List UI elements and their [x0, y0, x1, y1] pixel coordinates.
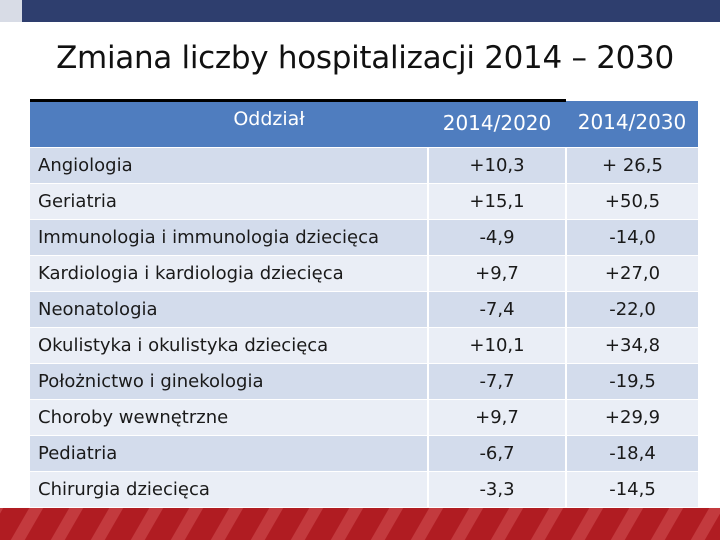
department-cell: Chirurgia dziecięca	[30, 471, 428, 507]
department-cell: Pediatria	[30, 435, 428, 472]
department-cell: Położnictwo i ginekologia	[30, 363, 428, 400]
table-row: Pediatria -6,7 -18,4	[30, 435, 698, 472]
value-2014-2030-cell: -14,0	[565, 219, 698, 256]
table-row: Neonatologia -7,4 -22,0	[30, 291, 698, 328]
table-row: Kardiologia i kardiologia dziecięca +9,7 +…	[30, 255, 698, 292]
value-2014-2030-cell: -14,5	[565, 471, 698, 507]
header-2014-2020: 2014/2020	[428, 99, 566, 148]
department-cell: Geriatria	[30, 183, 428, 220]
department-cell: Kardiologia i kardiologia dziecięca	[30, 255, 428, 292]
bottom-bar-stripe	[210, 508, 244, 540]
bottom-bar-stripe	[170, 508, 204, 540]
value-2014-2020-cell: +9,7	[427, 399, 566, 436]
value-2014-2020-cell: -4,9	[427, 219, 566, 256]
bottom-bar-stripe	[50, 508, 84, 540]
bottom-bar-stripe	[0, 508, 4, 540]
value-2014-2020-cell: +10,3	[427, 147, 566, 184]
value-2014-2030-cell: +29,9	[565, 399, 698, 436]
bottom-bar-stripe	[330, 508, 364, 540]
value-2014-2020-cell: -3,3	[427, 471, 566, 507]
value-2014-2020-cell: +15,1	[427, 183, 566, 220]
department-cell: Okulistyka i okulistyka dziecięca	[30, 327, 428, 364]
department-cell: Choroby wewnętrzne	[30, 399, 428, 436]
value-2014-2030-cell: +27,0	[565, 255, 698, 292]
bottom-bar-stripe	[130, 508, 164, 540]
top-bar	[0, 0, 720, 22]
table-row: Geriatria +15,1 +50,5	[30, 183, 698, 220]
bottom-bar-stripe	[250, 508, 284, 540]
table-row: Położnictwo i ginekologia -7,7 -19,5	[30, 363, 698, 400]
bottom-bar-stripe	[490, 508, 524, 540]
header-department: Oddział	[30, 99, 428, 148]
department-cell: Neonatologia	[30, 291, 428, 328]
value-2014-2030-cell: +34,8	[565, 327, 698, 364]
bottom-bar-stripe	[10, 508, 44, 540]
table-header-row: Oddział 2014/2020 2014/2030	[30, 99, 698, 148]
value-2014-2020-cell: -7,7	[427, 363, 566, 400]
bottom-bar	[0, 508, 720, 540]
value-2014-2020-cell: +10,1	[427, 327, 566, 364]
value-2014-2030-cell: -18,4	[565, 435, 698, 472]
bottom-bar-stripe	[370, 508, 404, 540]
header-2014-2030: 2014/2030	[566, 100, 698, 148]
bottom-bar-stripe	[450, 508, 484, 540]
value-2014-2020-cell: +9,7	[427, 255, 566, 292]
table-row: Angiologia +10,3 + 26,5	[30, 147, 698, 184]
corner-square	[0, 0, 22, 22]
value-2014-2030-cell: +50,5	[565, 183, 698, 220]
value-2014-2030-cell: -22,0	[565, 291, 698, 328]
department-cell: Immunologia i immunologia dziecięca	[30, 219, 428, 256]
bottom-bar-stripe	[290, 508, 324, 540]
bottom-bar-stripe	[690, 508, 720, 540]
table-row: Okulistyka i okulistyka dziecięca +10,1 +3…	[30, 327, 698, 364]
table-row: Immunologia i immunologia dziecięca -4,9-…	[30, 219, 698, 256]
bottom-bar-stripe	[610, 508, 644, 540]
table-row: Choroby wewnętrzne +9,7 +29,9	[30, 399, 698, 436]
hospitalization-table: Oddział 2014/2020 2014/2030 Angiologia +1…	[30, 99, 698, 507]
page-title: Zmiana liczby hospitalizacji 2014 – 2030	[56, 40, 674, 76]
value-2014-2020-cell: -6,7	[427, 435, 566, 472]
value-2014-2030-cell: -19,5	[565, 363, 698, 400]
bottom-bar-stripe	[530, 508, 564, 540]
bottom-bar-stripe	[650, 508, 684, 540]
bottom-bar-stripe	[410, 508, 444, 540]
department-cell: Angiologia	[30, 147, 428, 184]
value-2014-2030-cell: + 26,5	[565, 147, 698, 184]
bottom-bar-stripe	[570, 508, 604, 540]
value-2014-2020-cell: -7,4	[427, 291, 566, 328]
table-row: Chirurgia dziecięca -3,3 -14,5	[30, 471, 698, 507]
bottom-bar-stripe	[90, 508, 124, 540]
